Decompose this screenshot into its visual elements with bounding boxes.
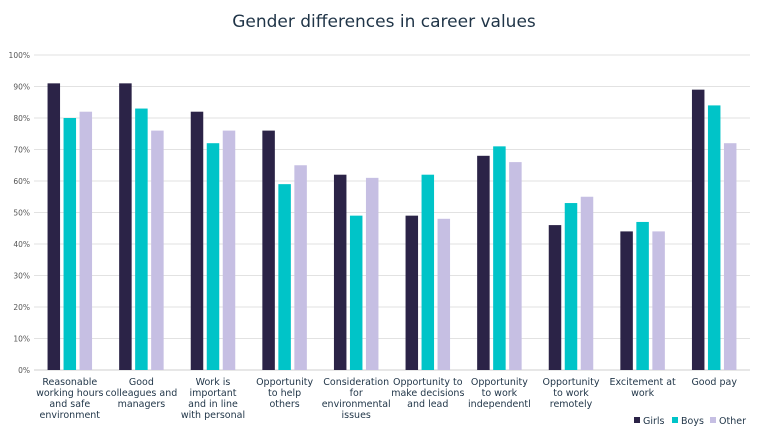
bar-boys [493,146,506,370]
y-tick-label: 100% [9,51,30,60]
y-tick-label: 20% [13,303,30,312]
bar-boys [564,203,578,370]
legend-swatch-boys [672,417,678,423]
bar-boys [707,105,721,371]
bar-boys [63,118,77,370]
bar-boys [206,143,220,370]
x-category-label: Reasonable working hours and safe environme… [36,377,103,421]
bar-boys [349,215,363,370]
bar-boys [636,221,649,370]
y-tick-label: 10% [13,335,30,344]
bar-other [79,111,93,370]
bar-other [437,218,451,370]
chart-title: Gender differences in career values [232,12,536,32]
x-category-label: Opportunity to work independentl [468,377,531,410]
legend-label-other: Other [719,416,746,427]
bar-other [652,231,665,370]
y-tick-label: 80% [13,114,30,123]
bar-girls [691,89,705,371]
x-category-label: Opportunity to make decisions and lead [391,377,464,410]
bar-other [151,130,164,370]
legend-label-girls: Girls [643,416,665,427]
bar-girls [262,130,275,370]
x-category-label: Good colleagues and managers [106,377,178,410]
bar-other [509,162,522,370]
x-axis-labels: Reasonable working hours and safe environme… [36,377,737,421]
bar-other [222,130,236,370]
legend-label-boys: Boys [681,416,704,427]
y-tick-label: 40% [13,240,30,249]
bar-girls [190,111,204,370]
bar-boys [135,108,148,371]
bar-girls [47,83,61,370]
legend-swatch-other [710,417,716,423]
bar-girls [477,155,490,370]
bar-other [294,165,307,370]
y-tick-label: 90% [13,83,30,92]
y-tick-label: 60% [13,177,30,186]
bar-boys [278,184,291,370]
bar-girls [119,83,132,370]
bars [47,83,737,371]
x-category-label: Opportunity to work remotely [542,377,599,410]
y-axis-ticks: 0% 10% 20% 30% 40% 50% 60% 70% 80% 90% 100% [9,51,30,375]
bar-girls [333,174,347,370]
x-category-label: Good pay [691,377,737,388]
y-tick-label: 30% [13,272,30,281]
bar-girls [620,231,633,370]
y-tick-label: 0% [18,366,30,375]
x-category-label: Opportunity to help others [256,377,313,410]
legend-swatch-girls [634,417,640,423]
bar-other [365,177,379,370]
x-category-label: Consideration for environmental issues [322,377,391,421]
y-tick-label: 50% [13,209,30,218]
bar-girls [548,225,562,370]
x-category-label: Excitement at work [609,377,676,399]
y-tick-label: 70% [13,146,30,155]
bar-girls [405,215,419,370]
legend: Girls Boys Other [634,416,746,427]
bar-other [723,143,737,370]
x-category-label: Work is important and in line with personal [181,377,245,421]
bar-boys [421,174,435,370]
bar-other [580,196,594,370]
